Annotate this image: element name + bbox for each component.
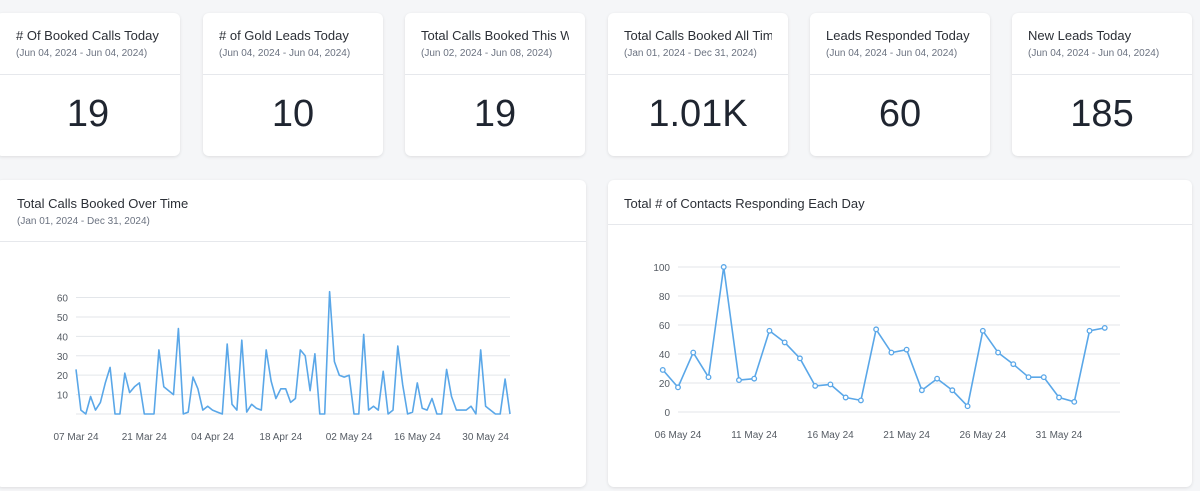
data-point (736, 377, 742, 384)
x-tick-label: 30 May 24 (462, 432, 509, 443)
x-tick-label: 21 May 24 (883, 430, 930, 441)
data-point (1071, 398, 1078, 405)
data-point (842, 394, 849, 401)
y-tick-label: 60 (57, 294, 69, 305)
data-point (720, 264, 727, 270)
kpi-card-leads-responded-today: Leads Responded Today (Jun 04, 2024 - Ju… (810, 13, 990, 156)
kpi-header: Total Calls Booked This Week (Jun 02, 20… (405, 13, 585, 75)
x-tick-label: 04 Apr 24 (191, 432, 234, 443)
kpi-title: # of Gold Leads Today (219, 28, 349, 43)
kpi-date-range: (Jun 04, 2024 - Jun 04, 2024) (16, 48, 148, 59)
kpi-card-new-leads-today: New Leads Today (Jun 04, 2024 - Jun 04, … (1012, 13, 1192, 156)
chart-header: Total # of Contacts Responding Each Day (608, 180, 1192, 225)
y-tick-label: 40 (57, 332, 69, 343)
series-line (662, 266, 1105, 407)
y-tick-label: 30 (57, 352, 69, 363)
data-point (659, 366, 666, 373)
x-tick-label: 26 May 24 (959, 430, 1006, 441)
chart-card-contacts-responding: Total # of Contacts Responding Each Day … (608, 180, 1192, 487)
data-point (934, 375, 941, 382)
kpi-title: New Leads Today (1028, 28, 1132, 43)
x-tick-label: 16 May 24 (394, 432, 441, 443)
kpi-date-range: (Jun 04, 2024 - Jun 04, 2024) (826, 48, 958, 59)
data-point (1086, 327, 1093, 334)
y-tick-label: 10 (57, 391, 69, 402)
data-point (751, 375, 758, 382)
kpi-header: # of Gold Leads Today (Jun 04, 2024 - Ju… (203, 13, 383, 75)
data-point (1040, 374, 1047, 381)
kpi-value: 19 (473, 93, 517, 135)
kpi-title: Total Calls Booked All Time (624, 28, 772, 43)
data-point (705, 374, 712, 381)
calls-booked-line-chart: 10 20 30 40 50 60 07 Mar 24 21 Mar 24 04 Apr 24 1… (53, 290, 511, 443)
x-tick-label: 07 Mar 24 (53, 432, 98, 443)
chart-title: Total # of Contacts Responding Each Day (624, 196, 865, 211)
data-point (857, 397, 864, 404)
kpi-value: 10 (271, 93, 315, 135)
data-point (675, 384, 681, 391)
kpi-card-booked-calls-today: # Of Booked Calls Today (Jun 04, 2024 - … (0, 13, 180, 156)
x-tick-label: 02 May 24 (326, 432, 373, 443)
data-point (796, 355, 803, 362)
y-tick-label: 50 (57, 313, 69, 324)
kpi-card-calls-booked-this-week: Total Calls Booked This Week (Jun 02, 20… (405, 13, 585, 156)
x-tick-label: 16 May 24 (807, 430, 854, 441)
kpi-date-range: (Jan 01, 2024 - Dec 31, 2024) (624, 48, 757, 59)
kpi-value: 60 (878, 93, 922, 135)
data-point (766, 327, 773, 334)
data-point (1025, 374, 1032, 381)
chart-header: Total Calls Booked Over Time (Jan 01, 20… (0, 180, 586, 242)
kpi-value: 19 (66, 93, 110, 135)
chart-date-range: (Jan 01, 2024 - Dec 31, 2024) (17, 216, 150, 227)
x-tick-label: 06 May 24 (655, 430, 702, 441)
kpi-header: New Leads Today (Jun 04, 2024 - Jun 04, … (1012, 13, 1192, 75)
kpi-header: Leads Responded Today (Jun 04, 2024 - Ju… (810, 13, 990, 75)
data-point (903, 346, 910, 353)
data-point (690, 349, 697, 356)
kpi-date-range: (Jun 04, 2024 - Jun 04, 2024) (219, 48, 351, 59)
data-point (812, 382, 819, 389)
kpi-header: # Of Booked Calls Today (Jun 04, 2024 - … (0, 13, 180, 75)
data-point (888, 349, 895, 356)
data-point (979, 327, 986, 334)
kpi-title: # Of Booked Calls Today (16, 28, 159, 43)
data-point (918, 387, 925, 394)
data-point (781, 339, 788, 346)
data-point (949, 387, 956, 394)
y-tick-label: 40 (659, 350, 671, 361)
data-point (1010, 361, 1017, 368)
kpi-title: Leads Responded Today (826, 28, 970, 43)
kpi-card-calls-booked-all-time: Total Calls Booked All Time (Jan 01, 202… (608, 13, 788, 156)
kpi-value: 1.01K (648, 93, 748, 135)
x-tick-label: 18 Apr 24 (259, 432, 302, 443)
data-point (995, 349, 1002, 356)
contacts-responding-line-chart: 0 20 40 60 80 100 06 May 24 11 May 24 16 May 24 2… (653, 263, 1120, 441)
x-tick-label: 31 May 24 (1036, 430, 1083, 441)
series-line (75, 290, 511, 415)
y-tick-label: 60 (659, 321, 671, 332)
kpi-date-range: (Jun 04, 2024 - Jun 04, 2024) (1028, 48, 1160, 59)
data-point (1101, 324, 1108, 331)
y-tick-label: 20 (57, 371, 69, 382)
kpi-date-range: (Jun 02, 2024 - Jun 08, 2024) (421, 48, 553, 59)
kpi-value: 185 (1070, 93, 1134, 135)
chart-card-calls-booked-over-time: Total Calls Booked Over Time (Jan 01, 20… (0, 180, 586, 487)
x-tick-label: 21 Mar 24 (122, 432, 167, 443)
data-point (964, 403, 971, 410)
y-tick-label: 80 (659, 292, 671, 303)
data-point (827, 381, 834, 388)
kpi-header: Total Calls Booked All Time (Jan 01, 202… (608, 13, 788, 75)
x-tick-label: 11 May 24 (731, 430, 777, 441)
y-tick-label: 100 (653, 263, 670, 274)
chart-title: Total Calls Booked Over Time (17, 196, 189, 211)
kpi-card-gold-leads-today: # of Gold Leads Today (Jun 04, 2024 - Ju… (203, 13, 383, 156)
y-tick-label: 0 (664, 408, 670, 419)
data-point (1056, 394, 1062, 401)
data-point (873, 326, 880, 333)
y-tick-label: 20 (659, 379, 671, 390)
kpi-title: Total Calls Booked This Week (421, 28, 569, 43)
